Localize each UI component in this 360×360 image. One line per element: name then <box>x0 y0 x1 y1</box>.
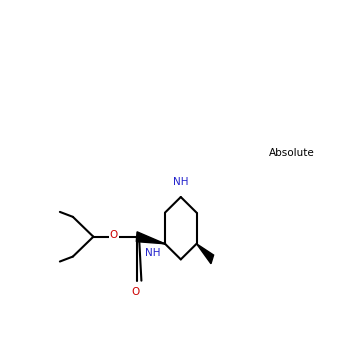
Polygon shape <box>136 232 165 244</box>
Text: O: O <box>131 287 139 297</box>
Text: NH: NH <box>173 177 189 187</box>
Text: NH: NH <box>145 248 160 258</box>
Text: Absolute: Absolute <box>269 148 315 158</box>
Text: O: O <box>110 230 118 240</box>
Polygon shape <box>197 244 213 264</box>
